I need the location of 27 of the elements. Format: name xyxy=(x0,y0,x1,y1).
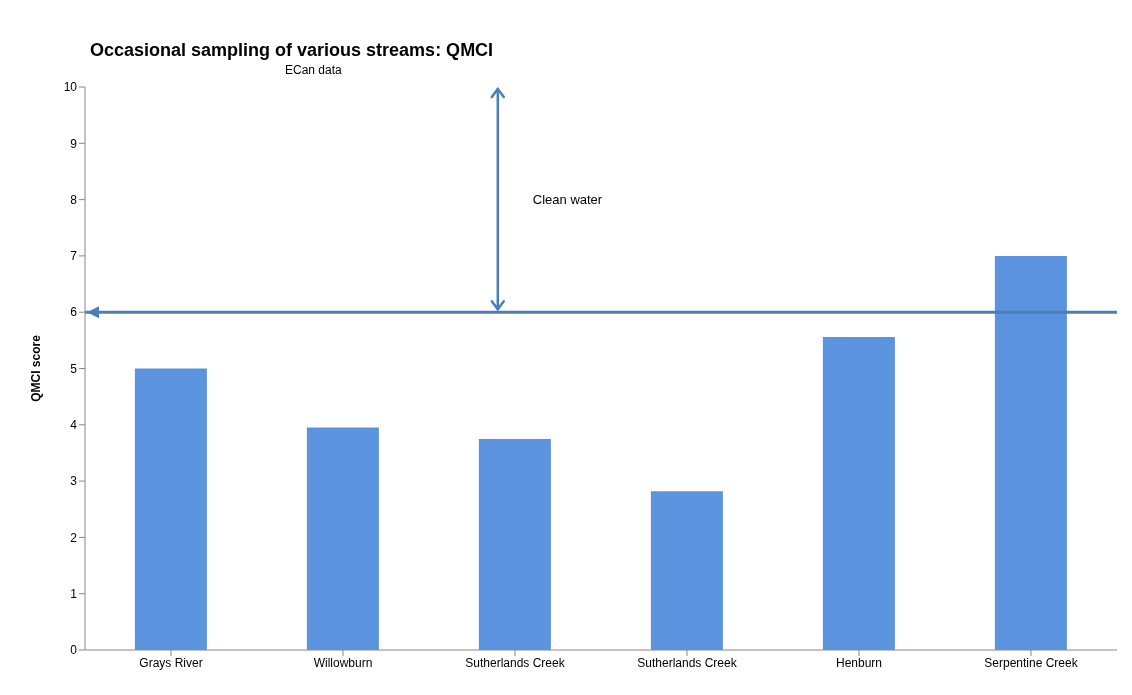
x-tick-label: Sutherlands Creek xyxy=(637,655,738,670)
y-tick-label: 8 xyxy=(70,192,78,207)
y-axis-title: QMCI score xyxy=(29,334,43,402)
x-tick-label: Willowburn xyxy=(313,655,373,670)
bar xyxy=(994,255,1067,650)
annotation: Clean water xyxy=(532,191,603,207)
y-tick-label: 0 xyxy=(70,643,78,658)
y-tick-label: 7 xyxy=(70,249,78,264)
chart-title: Occasional sampling of various streams: QMCI xyxy=(90,40,494,61)
bar xyxy=(306,427,379,650)
y-tick-label: 2 xyxy=(70,530,78,545)
y-tick-label: 9 xyxy=(70,136,78,151)
bar xyxy=(478,438,551,650)
y-tick-label: 1 xyxy=(70,586,78,601)
y-tick-label: 3 xyxy=(70,474,78,489)
bar xyxy=(134,368,207,650)
y-tick-label: 10 xyxy=(63,80,78,95)
x-tick-label: Sutherlands Creek xyxy=(465,655,566,670)
y-tick-label: 6 xyxy=(70,305,78,320)
x-tick-label: Serpentine Creek xyxy=(984,655,1079,670)
bar xyxy=(650,491,723,650)
y-tick-label: 4 xyxy=(70,418,78,433)
x-tick-label: Henburn xyxy=(835,655,883,670)
y-tick-label: 5 xyxy=(70,361,78,376)
bar xyxy=(822,336,895,650)
x-tick-label: Grays River xyxy=(139,655,203,670)
chart-subtitle: ECan data xyxy=(285,63,342,77)
